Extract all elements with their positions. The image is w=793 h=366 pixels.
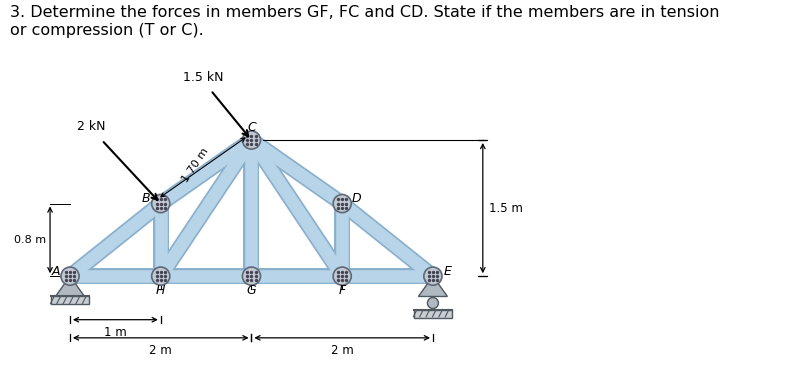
Circle shape <box>151 267 170 285</box>
Text: 1.5 m: 1.5 m <box>489 202 523 214</box>
Text: 2 m: 2 m <box>149 344 172 357</box>
Text: D: D <box>352 192 362 205</box>
Circle shape <box>427 298 439 309</box>
Text: F: F <box>339 284 346 297</box>
Circle shape <box>243 131 261 149</box>
FancyBboxPatch shape <box>414 310 452 318</box>
Text: H: H <box>156 284 166 297</box>
Text: 1 m: 1 m <box>104 326 127 339</box>
Text: B: B <box>142 192 151 205</box>
Polygon shape <box>419 276 447 296</box>
Text: G: G <box>247 284 256 297</box>
Text: 1.5 kN: 1.5 kN <box>183 71 224 84</box>
Circle shape <box>61 267 79 285</box>
Text: C: C <box>247 121 256 134</box>
Text: 0.8 m: 0.8 m <box>14 235 47 245</box>
Text: 2 kN: 2 kN <box>77 120 105 133</box>
Text: A: A <box>52 265 59 278</box>
FancyBboxPatch shape <box>51 296 89 305</box>
Circle shape <box>333 267 351 285</box>
Text: E: E <box>443 265 451 278</box>
Circle shape <box>151 194 170 213</box>
Text: 3. Determine the forces in members GF, FC and CD. State if the members are in te: 3. Determine the forces in members GF, F… <box>10 5 720 38</box>
Circle shape <box>333 194 351 213</box>
Text: 1.70 m: 1.70 m <box>180 146 210 184</box>
Polygon shape <box>56 276 85 296</box>
Circle shape <box>243 267 261 285</box>
Circle shape <box>423 267 442 285</box>
Text: 2 m: 2 m <box>331 344 354 357</box>
